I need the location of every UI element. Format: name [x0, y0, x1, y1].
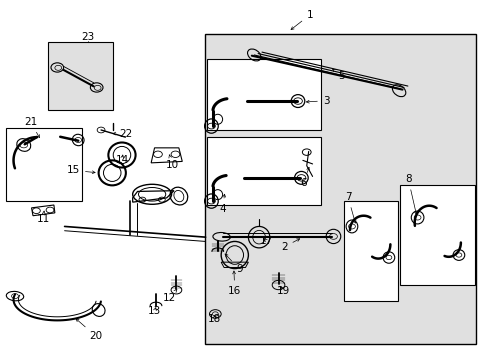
Text: 23: 23 — [81, 32, 94, 42]
Text: 22: 22 — [113, 129, 133, 139]
Text: 19: 19 — [276, 286, 289, 296]
Text: 18: 18 — [207, 314, 221, 324]
Text: 10: 10 — [165, 154, 179, 170]
Text: 21: 21 — [24, 117, 40, 138]
Text: 5: 5 — [332, 69, 345, 81]
Bar — [204, 33, 475, 344]
Text: 7: 7 — [344, 192, 355, 223]
Text: 20: 20 — [76, 319, 102, 342]
Text: 1: 1 — [290, 10, 313, 30]
Text: 3: 3 — [306, 96, 329, 106]
Text: 16: 16 — [228, 271, 241, 296]
Text: 15: 15 — [66, 165, 95, 175]
Text: 14: 14 — [115, 155, 128, 165]
Bar — [206, 59, 320, 130]
Text: 13: 13 — [148, 306, 161, 316]
Text: 9: 9 — [224, 254, 243, 274]
Text: 12: 12 — [162, 289, 177, 303]
Text: 2: 2 — [281, 239, 299, 252]
Text: 17: 17 — [259, 236, 272, 246]
Text: 6: 6 — [300, 167, 309, 188]
Circle shape — [94, 85, 101, 90]
Circle shape — [55, 65, 61, 70]
Text: 11: 11 — [37, 211, 50, 224]
Text: 4: 4 — [219, 194, 225, 213]
Bar — [399, 185, 474, 285]
Bar — [47, 42, 113, 111]
Bar — [6, 128, 81, 202]
Bar — [206, 137, 320, 205]
Bar — [344, 202, 397, 301]
Text: 8: 8 — [404, 174, 416, 214]
